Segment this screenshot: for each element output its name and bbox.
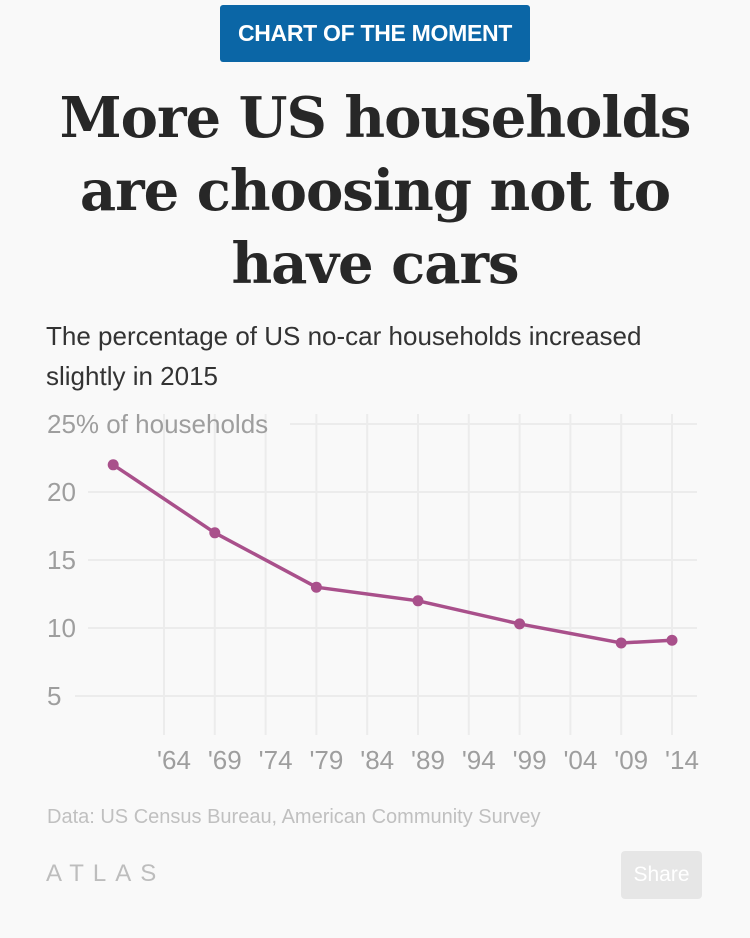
y-tick-label: 10 xyxy=(47,613,76,643)
chart-subtitle: The percentage of US no-car households i… xyxy=(46,321,642,391)
data-point xyxy=(107,459,119,471)
chart-of-the-moment-badge: CHART OF THE MOMENT xyxy=(220,5,530,62)
badge-label: CHART OF THE MOMENT xyxy=(237,20,513,46)
x-axis-labels: '64 '69 '74 '79 '84 '89 '94 '99 '04 '09 '14 xyxy=(157,745,699,775)
data-point xyxy=(514,618,526,630)
x-tick-label: '99 xyxy=(513,745,547,775)
share-button[interactable]: Share xyxy=(621,851,702,899)
line-chart: 25% of households 20 15 10 5 '64 '69 '74 '79 '84… xyxy=(47,409,699,775)
y-tick-label: 20 xyxy=(47,477,76,507)
y-tick-label: 15 xyxy=(47,545,76,575)
headline: More US households are choosing not to h… xyxy=(59,85,692,297)
y-axis-labels: 25% of households 20 15 10 5 xyxy=(47,409,268,711)
atlas-logo-text: ATLAS xyxy=(46,860,166,887)
vertical-gridlines xyxy=(163,414,673,735)
y-tick-label: 5 xyxy=(47,681,61,711)
atlas-logo: ATLAS xyxy=(46,860,165,888)
x-tick-label: '09 xyxy=(614,745,648,775)
data-point xyxy=(310,581,322,593)
series-no-car-households xyxy=(107,459,678,649)
x-tick-label: '04 xyxy=(563,745,597,775)
horizontal-gridlines xyxy=(75,423,697,697)
x-tick-label: '79 xyxy=(309,745,343,775)
x-tick-label: '94 xyxy=(462,745,496,775)
x-tick-label: '74 xyxy=(259,745,293,775)
data-point xyxy=(209,527,221,539)
x-tick-label: '14 xyxy=(665,745,699,775)
data-point xyxy=(666,634,678,646)
x-tick-label: '84 xyxy=(360,745,394,775)
x-tick-label: '89 xyxy=(411,745,445,775)
y-tick-label: 25% of households xyxy=(47,409,268,439)
data-point xyxy=(615,637,627,649)
x-tick-label: '69 xyxy=(208,745,242,775)
data-point xyxy=(412,595,424,607)
x-tick-label: '64 xyxy=(157,745,191,775)
data-source-note: Data: US Census Bureau, American Communi… xyxy=(47,806,541,828)
